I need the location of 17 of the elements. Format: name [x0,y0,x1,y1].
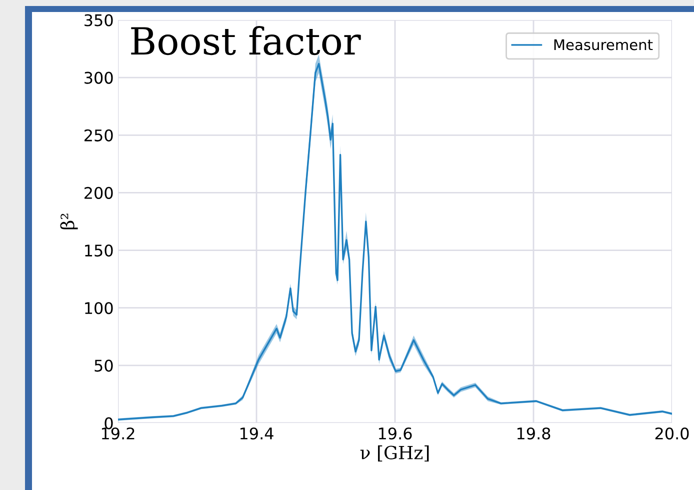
x-tick-label: 20.0 [655,427,689,440]
y-tick-label: 150 [85,244,113,257]
y-tick-label: 250 [84,129,113,142]
x-tick-label: 19.2 [102,427,134,440]
y-tick-label: 0 [104,417,113,430]
y-tick-label: 200 [84,186,113,200]
y-tick-label: 50 [94,360,113,372]
x-tick-label: 19.8 [517,427,550,440]
x-tick-label: 19.6 [378,427,412,440]
legend-label: Measurement [554,39,653,50]
y-tick-label: 300 [84,72,113,84]
x-axis-title: ν [GHz] [360,445,429,462]
x-tick-label: 19.4 [240,427,274,440]
y-axis-title: β² [60,214,78,230]
y-tick-label: 100 [85,302,113,314]
y-tick-label: 350 [84,14,113,26]
chart-title: Boost factor [131,26,361,56]
